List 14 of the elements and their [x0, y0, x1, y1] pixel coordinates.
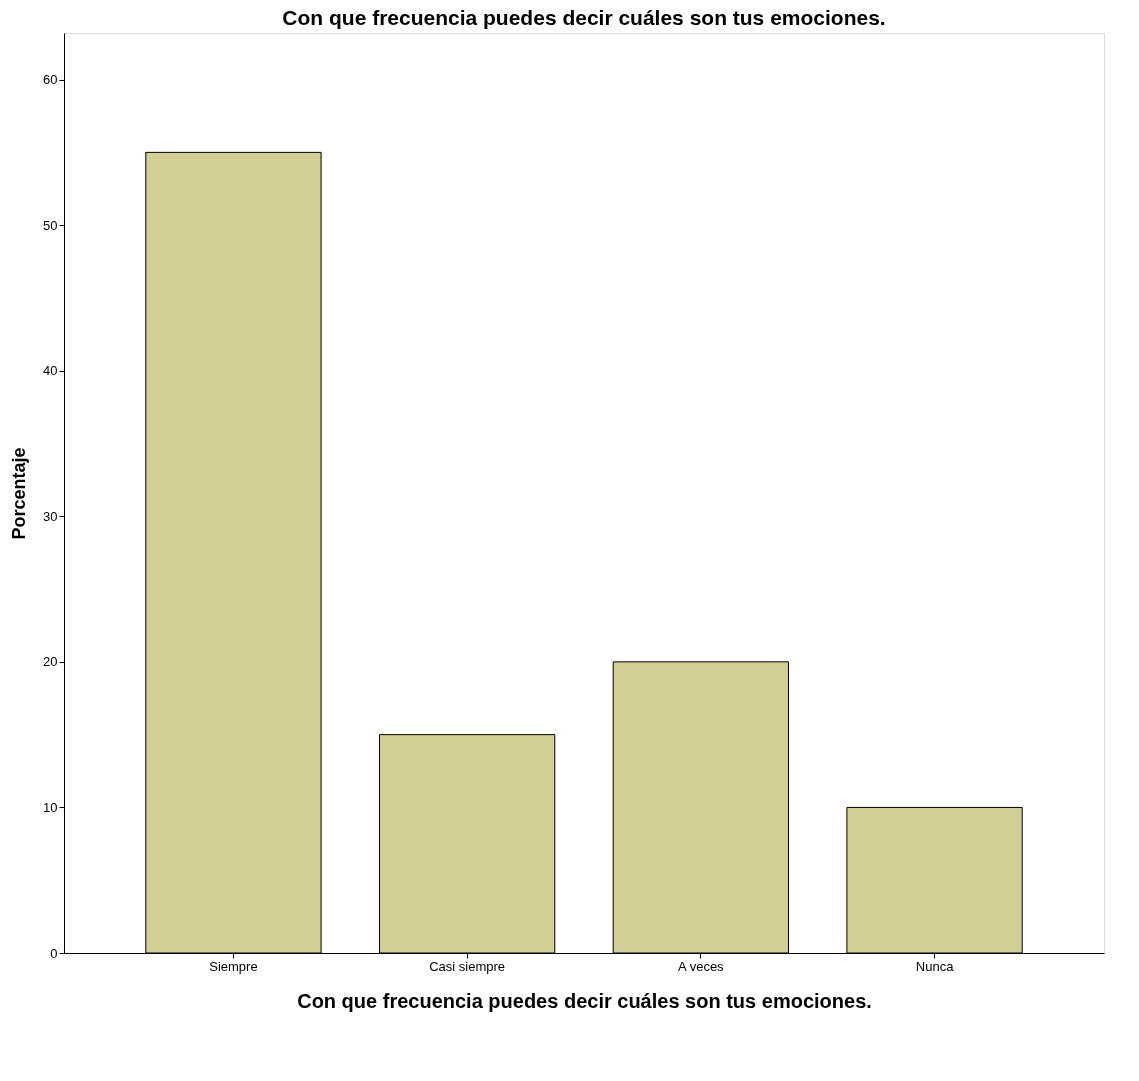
y-tick-label: 20	[43, 654, 58, 670]
x-axis-title: Con que frecuencia puedes decir cuáles son tus emociones.	[297, 989, 872, 1012]
y-tick-label: 50	[43, 217, 58, 233]
x-tick-label: A veces	[678, 958, 725, 974]
y-axis-title: Porcentaje	[9, 447, 30, 540]
y-tick-label: 10	[43, 799, 58, 815]
y-tick-label: 60	[43, 72, 58, 88]
x-tick-label: Nunca	[915, 958, 955, 974]
chart-title: Con que frecuencia puedes decir cuáles son tus emociones.	[282, 6, 886, 29]
x-tick-label: Casi siempre	[429, 958, 506, 974]
y-tick-label: 0	[50, 945, 58, 961]
y-tick-label: 30	[43, 508, 58, 524]
x-tick-label: Siempre	[209, 958, 258, 974]
y-tick-label: 40	[43, 363, 58, 379]
